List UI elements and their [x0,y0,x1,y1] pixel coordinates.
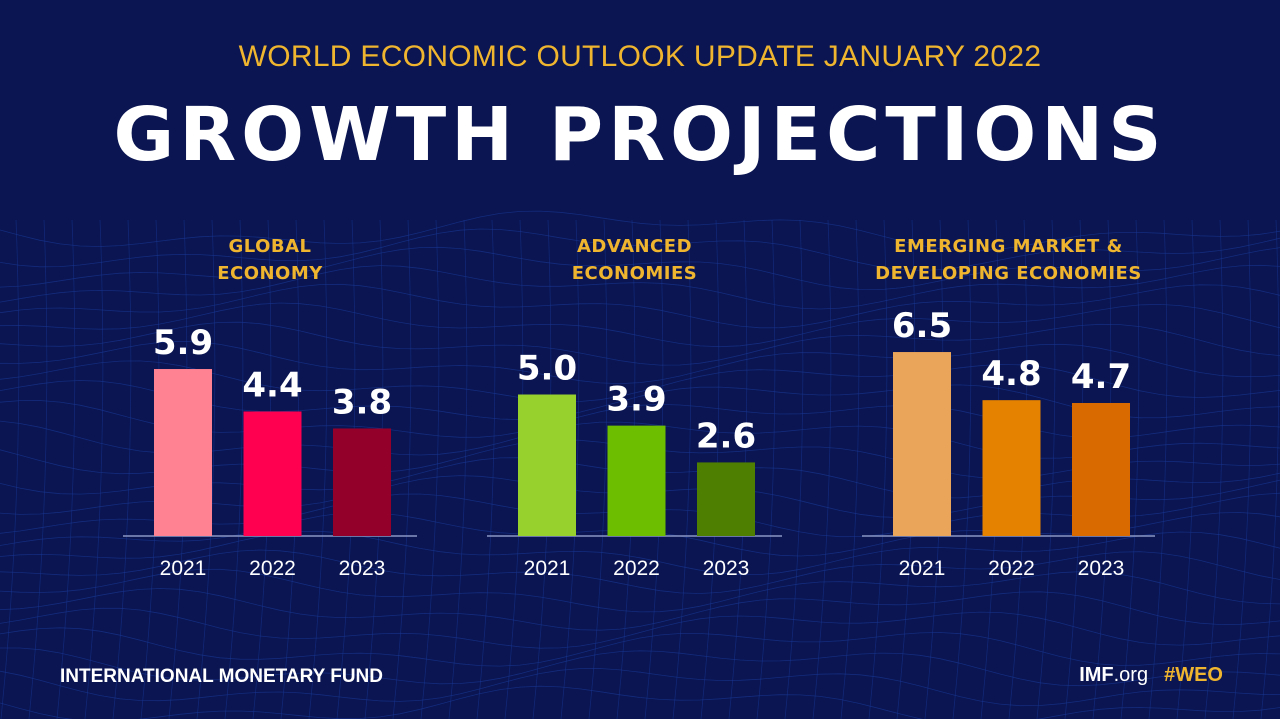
mesh-line [28,219,48,719]
mesh-line [112,219,132,719]
mesh-line [0,420,1280,459]
mesh-line [1120,219,1140,719]
mesh-line [1232,219,1252,719]
data-label: 4.8 [981,354,1041,394]
mesh-line [0,530,1280,576]
mesh-line [0,360,1280,403]
bar-2023 [1072,402,1130,536]
footer-links: IMF.org #WEO [1079,664,1223,687]
mesh-line [0,588,1280,631]
bar-2021 [154,369,212,536]
data-label: 2.6 [696,416,756,456]
mesh-line [448,219,468,719]
x-tick-label: 2022 [249,557,296,580]
bar-2021 [518,394,576,536]
mesh-line [0,607,1280,649]
supertitle: WORLD ECONOMIC OUTLOOK UPDATE JANUARY 20… [238,40,1042,73]
bar-2022 [982,400,1041,536]
mesh-line [56,219,76,719]
site-bold: IMF [1079,664,1114,686]
mesh-line [784,219,804,719]
mesh-line [1260,219,1280,719]
mesh-line [0,400,1280,439]
mesh-line [308,219,328,719]
chart-2: EMERGING MARKET & DEVELOPING ECONOMIES 6.5… [862,236,1155,580]
mesh-line [224,219,244,719]
mesh-line [0,210,1280,252]
data-label: 4.7 [1071,357,1131,397]
mesh-line [588,219,608,719]
bar-2022 [243,411,302,536]
data-label: 5.0 [517,349,577,389]
bar-2023 [333,428,391,536]
mesh-line [0,627,1280,667]
mesh-line [0,246,1280,291]
data-label: 3.8 [332,382,392,422]
bar-2021 [893,352,951,536]
mesh-line [0,283,1280,329]
x-tick-label: 2022 [988,557,1035,580]
mesh-line [1176,219,1196,719]
data-label: 3.9 [606,380,666,420]
mesh-line [196,219,216,719]
mesh-line [1036,219,1056,719]
x-tick-label: 2022 [613,557,660,580]
mesh-line [392,219,412,719]
x-tick-label: 2021 [899,557,946,580]
footer-org: INTERNATIONAL MONETARY FUND [60,666,383,687]
mesh-line [672,219,692,719]
chart-title: DEVELOPING ECONOMIES [875,263,1142,284]
bar-2023 [697,462,755,536]
mesh-line [476,219,496,719]
mesh-line [840,219,860,719]
chart-title: ADVANCED [577,236,692,257]
chart-title: ECONOMIES [572,263,698,284]
x-tick-label: 2023 [339,557,386,580]
mesh-line [560,219,580,719]
mesh-line [420,219,440,719]
bar-2022 [607,425,666,536]
mesh-line [756,219,776,719]
data-label: 5.9 [153,323,213,363]
mesh-line [0,219,20,719]
data-label: 4.4 [242,365,302,405]
mesh-line [0,264,1280,310]
site-rest: .org [1113,664,1149,686]
x-tick-label: 2021 [160,557,207,580]
mesh-line [1148,219,1168,719]
mesh-line [0,647,1280,687]
mesh-line [0,549,1280,594]
mesh-line [84,219,104,719]
x-tick-label: 2023 [1078,557,1125,580]
page-title: GROWTH PROJECTIONS [113,92,1167,178]
x-tick-label: 2021 [524,557,571,580]
mesh-line [0,340,1280,385]
mesh-line [812,219,832,719]
data-label: 6.5 [892,306,952,346]
mesh-line [952,219,972,719]
chart-title: GLOBAL [228,236,311,257]
mesh-line [0,685,1280,719]
x-tick-label: 2023 [703,557,750,580]
mesh-line [0,302,1280,348]
chart-title: ECONOMY [217,263,323,284]
hashtag: #WEO [1164,664,1223,686]
chart-0: GLOBAL ECONOMY 5.9 2021 4.4 2022 3.8 2023 [123,236,417,580]
mesh-line [0,568,1280,613]
mesh-line [868,219,888,719]
mesh-line [0,380,1280,421]
chart-title: EMERGING MARKET & [894,236,1123,257]
mesh-line [0,321,1280,366]
chart-1: ADVANCED ECONOMIES 5.0 2021 3.9 2022 2.6 2023 [487,236,782,580]
mesh-line [1204,219,1224,719]
